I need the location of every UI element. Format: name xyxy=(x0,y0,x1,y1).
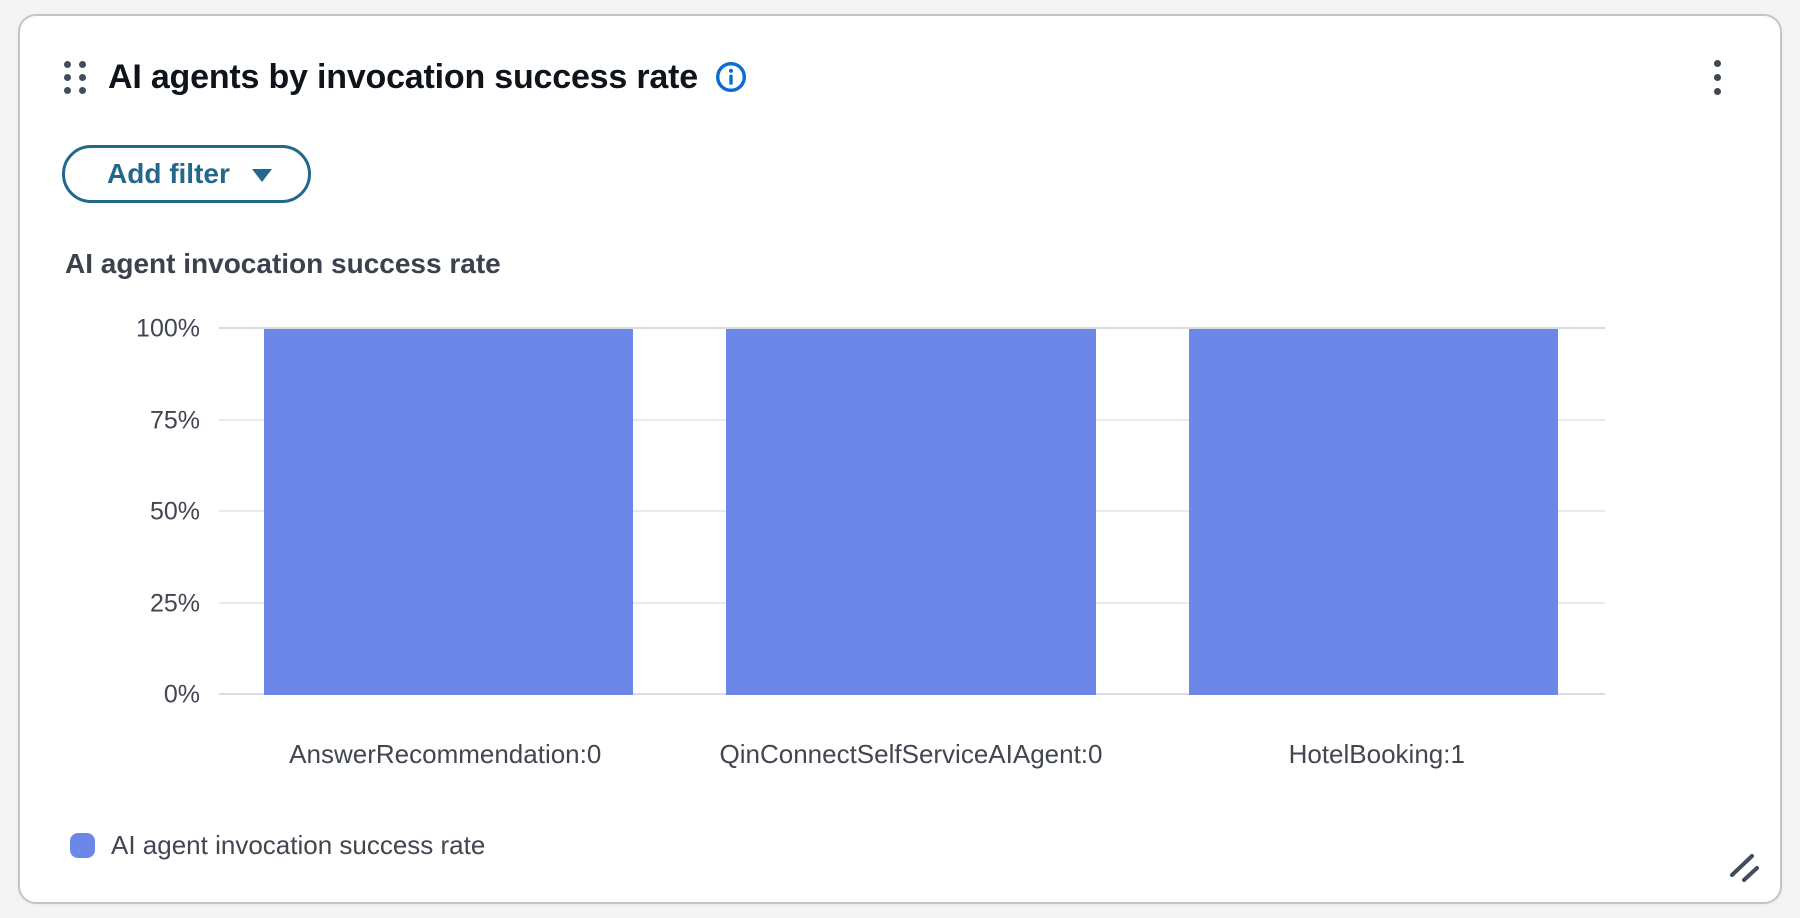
widget-header: AI agents by invocation success rate xyxy=(62,54,1738,100)
resize-handle[interactable] xyxy=(1722,846,1766,890)
filter-bar: Add filter xyxy=(62,145,1738,203)
chart-title: AI agent invocation success rate xyxy=(65,248,501,279)
chart-widget-card: AI agents by invocation success rate Add… xyxy=(18,14,1782,904)
y-axis-tick-label: 75% xyxy=(149,406,200,434)
widget-menu-button[interactable] xyxy=(1696,53,1738,101)
bar-AnswerRecommendation:0[interactable] xyxy=(264,329,634,695)
legend-swatch[interactable] xyxy=(70,833,95,858)
x-axis-label: AnswerRecommendation:0 xyxy=(289,739,602,769)
y-axis-tick-label: 100% xyxy=(136,314,200,343)
resize-handle-icon xyxy=(1730,854,1759,882)
add-filter-label: Add filter xyxy=(107,158,230,189)
bar-QinConnectSelfServiceAIAgent:0[interactable] xyxy=(726,329,1096,695)
y-axis-tick-label: 25% xyxy=(149,589,200,617)
kebab-menu-icon xyxy=(1713,59,1721,95)
x-axis-labels: AnswerRecommendation:0 QinConnectSelfServ… xyxy=(219,739,1605,770)
legend-label[interactable]: AI agent invocation success rate xyxy=(111,830,486,860)
info-button[interactable] xyxy=(714,60,748,94)
plot-area: 0% 25% 50% 75% 100% xyxy=(136,315,1605,709)
bar-chart: 0% 25% 50% 75% 100% xyxy=(136,315,1605,709)
bar-HotelBooking:1[interactable] xyxy=(1188,329,1558,695)
x-axis-label: QinConnectSelfServiceAIAgent:0 xyxy=(719,739,1103,769)
widget-title: AI agents by invocation success rate xyxy=(108,58,698,96)
caret-down-icon xyxy=(251,169,272,182)
x-axis-label: HotelBooking:1 xyxy=(1288,739,1465,769)
bars-layer xyxy=(219,329,1605,695)
y-axis-tick-label: 0% xyxy=(163,680,200,709)
add-filter-button[interactable]: Add filter xyxy=(62,145,311,203)
y-axis-tick-label: 50% xyxy=(149,497,200,526)
drag-handle[interactable] xyxy=(62,57,88,98)
gridline xyxy=(219,327,1605,329)
chart-legend: AI agent invocation success rate xyxy=(70,830,1738,861)
info-icon xyxy=(715,61,746,93)
drag-handle-icon xyxy=(64,60,86,94)
